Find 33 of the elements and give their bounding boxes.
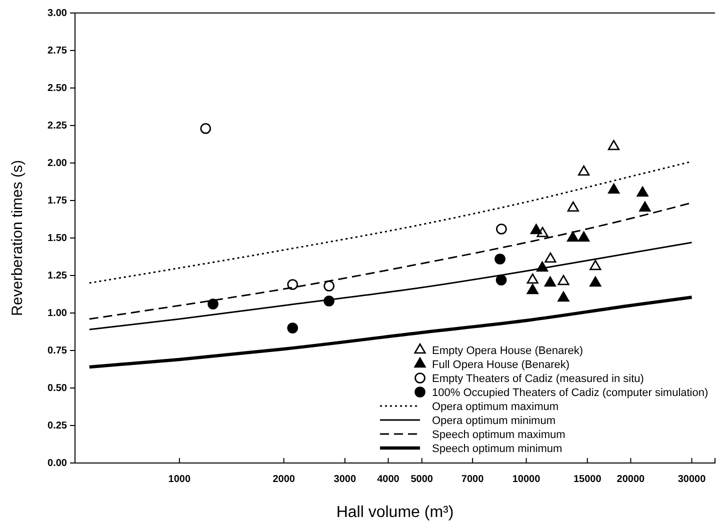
y-axis-title: Reverberation times (s) <box>9 160 26 316</box>
x-tick-label: 3000 <box>334 474 356 485</box>
legend-label: Empty Opera House (Benarek) <box>432 344 584 357</box>
legend-label: Opera optimum minimum <box>432 414 556 427</box>
x-tick-label: 4000 <box>377 474 400 485</box>
x-tick-label: 5000 <box>410 474 434 485</box>
legend-label: Speech optimum minimum <box>432 442 562 455</box>
y-tick-label: 2.00 <box>48 158 68 170</box>
y-tick-label: 1.75 <box>48 196 68 207</box>
y-tick-label: 2.50 <box>48 83 68 94</box>
y-tick-label: 1.00 <box>48 308 68 320</box>
x-tick-label: 15000 <box>573 474 602 485</box>
y-tick-label: 1.25 <box>48 270 68 282</box>
legend-label: Empty Theaters of Cadiz (measured in situ) <box>432 372 644 385</box>
legend-label: Full Opera House (Benarek) <box>432 358 570 371</box>
x-tick-label: 10000 <box>512 474 541 485</box>
y-tick-label: 1.50 <box>48 233 68 244</box>
y-tick-label: 2.25 <box>48 120 68 132</box>
y-tick-label: 0.25 <box>48 420 68 432</box>
y-tick-label: 0.50 <box>48 383 68 394</box>
legend-label: Opera optimum maximum <box>432 400 559 413</box>
x-tick-label: 1000 <box>168 474 191 485</box>
x-tick-label: 2000 <box>272 474 296 485</box>
y-tick-label: 0.75 <box>48 346 68 357</box>
legend-label: 100% Occupied Theaters of Cadiz (computer simulation) <box>432 386 708 399</box>
y-tick-label: 0.00 <box>48 458 68 470</box>
legend-label: Speech optimum maximum <box>432 428 566 441</box>
x-tick-label: 7000 <box>461 474 484 485</box>
y-tick-label: 2.75 <box>48 46 68 57</box>
x-tick-label: 20000 <box>616 474 646 485</box>
y-tick-label: 3.00 <box>48 8 68 20</box>
x-tick-label: 30000 <box>678 474 706 485</box>
x-axis-title: Hall volume (m³) <box>336 504 454 521</box>
